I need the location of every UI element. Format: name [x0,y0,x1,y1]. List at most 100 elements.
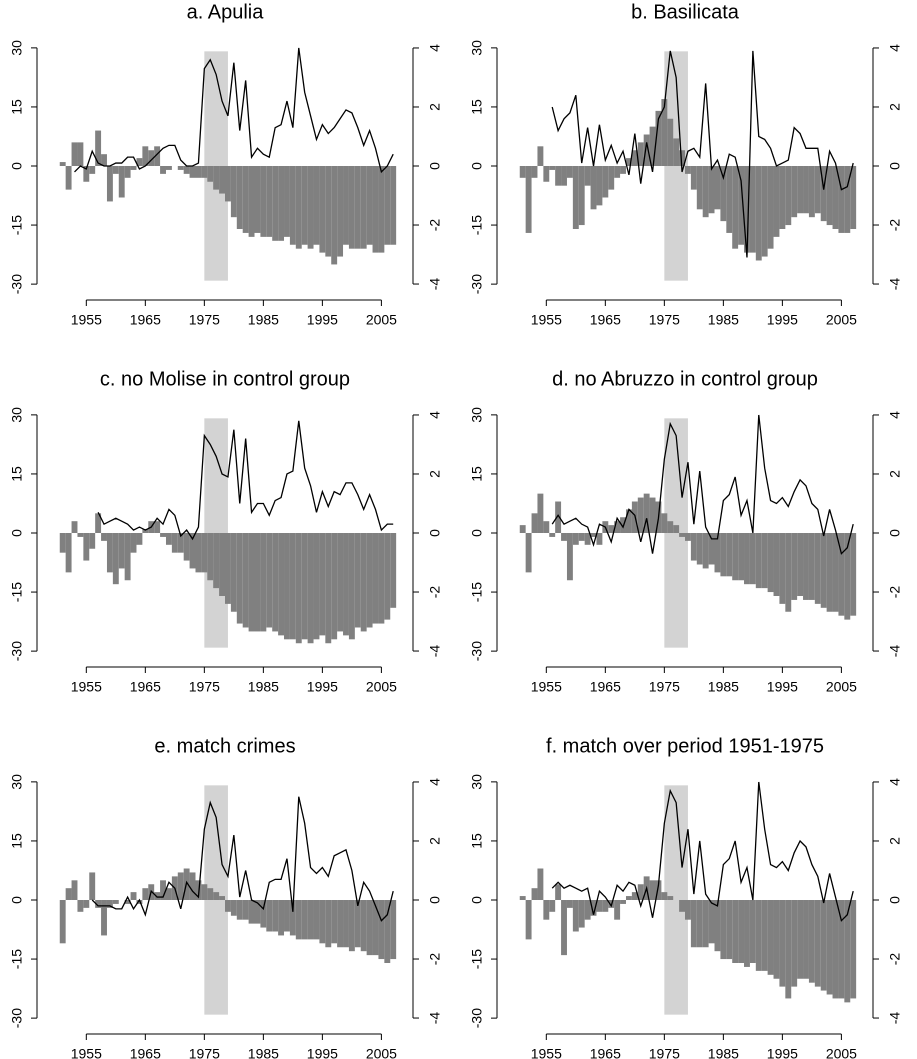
bar [360,900,367,952]
bar [685,900,691,920]
panel: a. Apulia -30 -15 0 15 30 -4 -2 0 2 4 1955 1965 1975 1… [9,1,443,327]
bar [384,533,391,620]
bar [649,497,656,533]
bar [319,166,326,253]
y2-tick-label: -4 [427,645,443,658]
y-tick-label: -30 [469,641,485,661]
bar [661,513,668,533]
bar [755,900,762,971]
bar [808,166,815,218]
bar [637,142,644,166]
bar [343,166,349,245]
bar [702,533,709,569]
bar [272,900,279,932]
bar [537,146,544,166]
x-tick-label: 1975 [189,1046,220,1059]
bar [667,896,674,900]
y-tick-label: -30 [9,274,25,294]
y2-tick-label: -2 [427,586,443,599]
bar [714,900,721,952]
bar [378,533,385,624]
bar [779,900,786,987]
bar [690,166,697,190]
y2-tick-label: 2 [887,837,903,845]
bar [649,126,656,166]
y-tick-label: 30 [469,407,485,423]
highlight-band [664,785,688,1015]
bar [679,533,685,537]
y-tick-label: 0 [469,529,485,537]
bar [236,166,243,229]
bar [661,892,668,900]
bar [165,533,172,545]
bar [596,900,603,912]
bar [566,166,573,178]
bar [625,896,632,900]
bar [112,533,119,585]
bar [702,166,709,218]
bar [625,509,632,533]
bar [219,896,225,900]
highlight-band [664,418,688,648]
bar [337,166,344,257]
bar [142,529,149,533]
bar [65,533,72,573]
bar [590,900,597,916]
y-tick-label: 0 [469,162,485,170]
bar [337,533,344,632]
bar [649,880,656,900]
bar [325,900,332,948]
y-tick-label: -15 [9,582,25,602]
bar [142,146,149,166]
y-tick-label: 15 [9,466,25,482]
bar [225,166,231,202]
bar [266,533,273,628]
bar [614,900,621,920]
bar [366,900,373,956]
bar [625,158,632,166]
y-tick-label: 0 [9,529,25,537]
bar [549,533,556,537]
bar [744,166,750,253]
bar [301,533,308,640]
bar [319,533,326,636]
x-tick-label: 1965 [130,1046,161,1059]
line-series [551,781,854,922]
bar [584,166,591,186]
bar [791,900,798,987]
bar [702,900,709,948]
y2-tick-label: 2 [427,470,443,478]
y2-tick-label: 2 [887,103,903,111]
bar [732,166,739,249]
x-tick-label: 1985 [708,1046,739,1059]
bar [378,900,385,960]
bar [696,533,703,565]
x-tick-label: 2005 [366,1046,397,1059]
bar [566,900,573,908]
bar [219,166,225,194]
bar [289,166,296,245]
bar [236,900,243,920]
bar [213,892,220,900]
line-series [551,414,854,555]
highlight-band [204,785,228,1015]
x-tick-label: 1975 [649,1046,680,1059]
bar [832,166,839,229]
bar [354,900,361,948]
bar [572,166,579,229]
bar [720,900,727,960]
bar [566,533,573,581]
bar [773,166,780,237]
bar [65,166,72,190]
bar [83,166,90,182]
bar [726,166,733,233]
bar [637,884,644,900]
bar [519,525,526,533]
bar [154,892,161,900]
bar [844,900,851,1003]
bar [850,533,857,616]
bar [720,166,727,222]
bar [242,166,249,233]
bar [608,525,615,533]
bar [242,533,249,628]
